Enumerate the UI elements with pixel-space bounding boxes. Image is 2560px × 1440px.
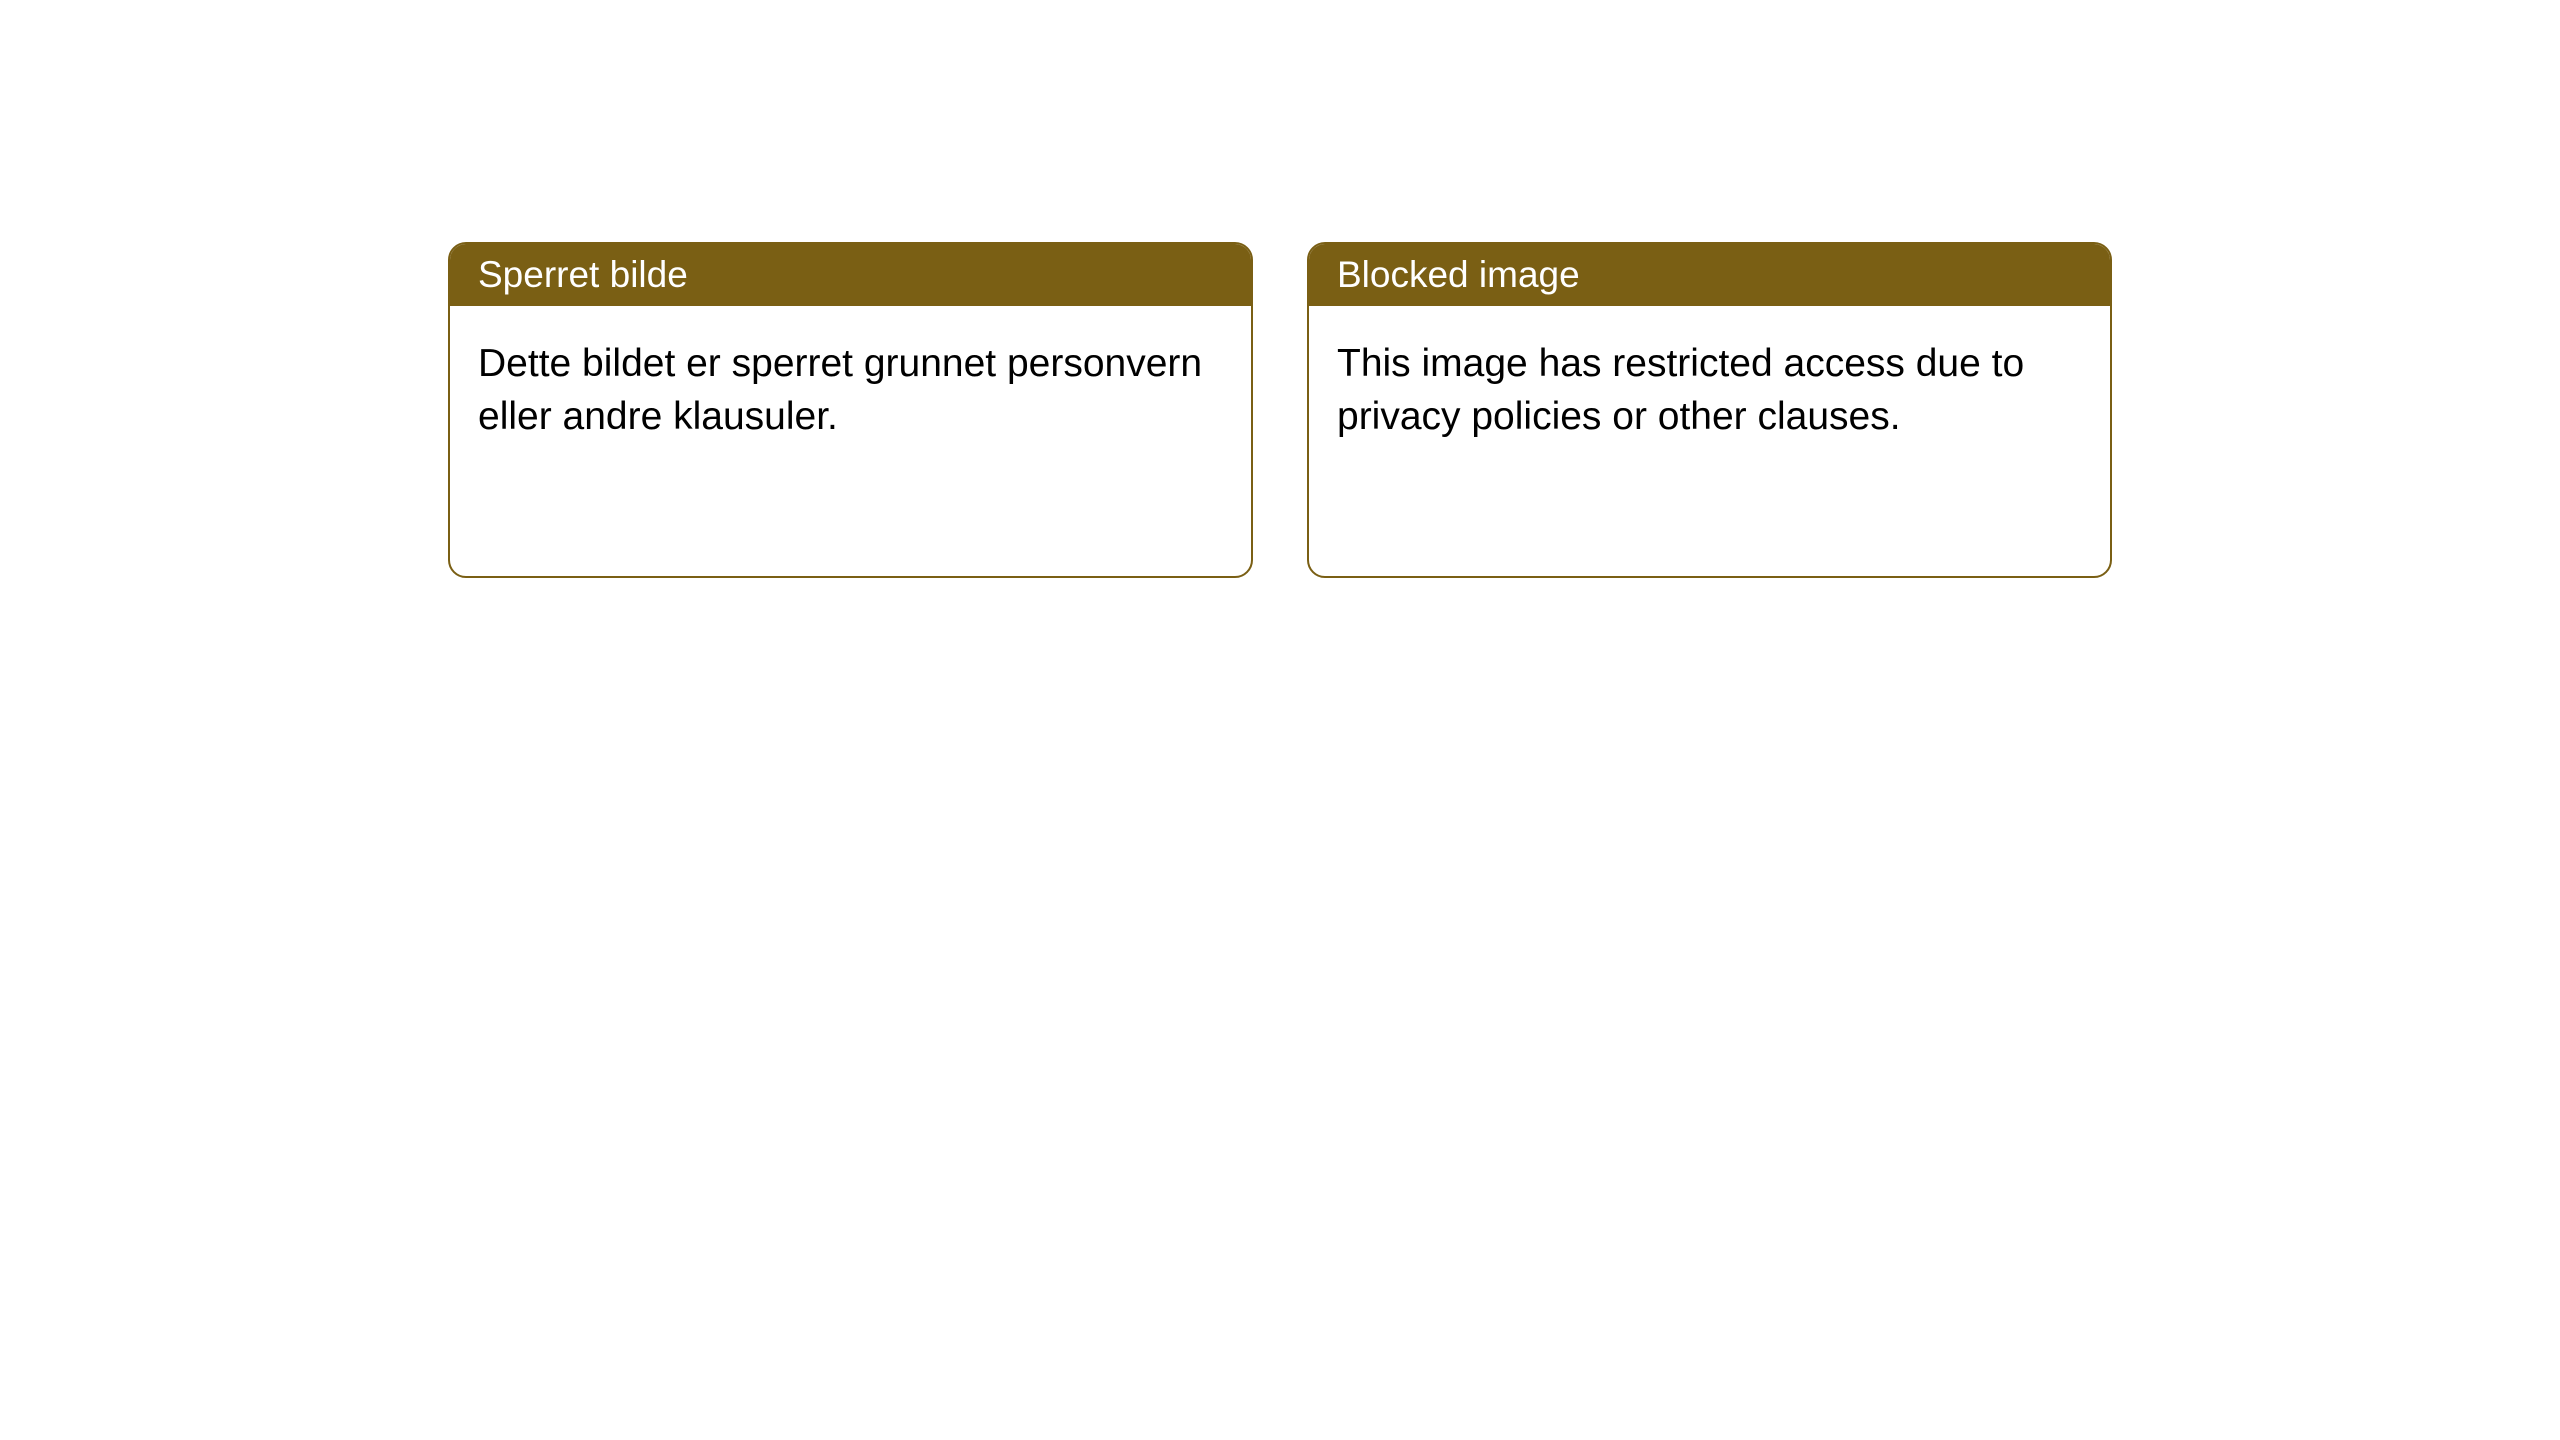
notice-card-norwegian: Sperret bilde Dette bildet er sperret gr… — [448, 242, 1253, 578]
notice-card-english: Blocked image This image has restricted … — [1307, 242, 2112, 578]
notice-header: Blocked image — [1309, 244, 2110, 306]
notice-body: This image has restricted access due to … — [1309, 306, 2110, 576]
notice-header: Sperret bilde — [450, 244, 1251, 306]
notice-container: Sperret bilde Dette bildet er sperret gr… — [0, 0, 2560, 578]
notice-body: Dette bildet er sperret grunnet personve… — [450, 306, 1251, 576]
